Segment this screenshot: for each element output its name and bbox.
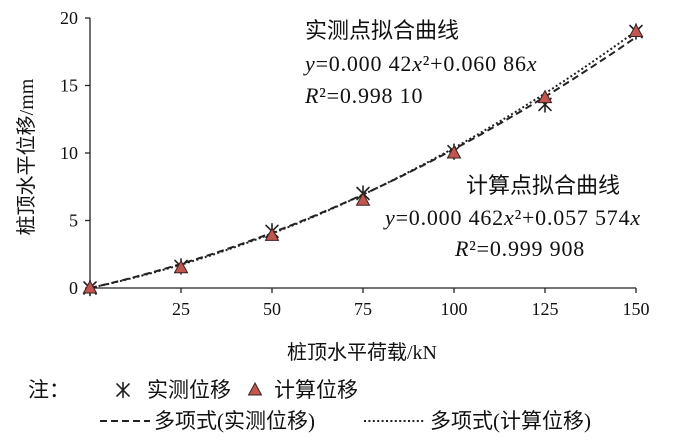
annotation-equation: y=0.000 42x²+0.060 86x [303, 51, 537, 76]
point-triangle [173, 259, 189, 274]
x-tick-label: 25 [172, 299, 190, 319]
math-number: =0.000 42 [316, 51, 413, 76]
y-ticks: 0 5 10 15 20 [60, 8, 90, 298]
annotation-calculated-fit: 计算点拟合曲线 y=0.000 462x²+0.057 574x R²=0.99… [383, 173, 641, 261]
annotation-r-squared: R²=0.998 10 [304, 83, 423, 108]
y-tick-label: 15 [60, 76, 78, 96]
annotation-measured-fit: 实测点拟合曲线 y=0.000 42x²+0.060 86x R²=0.998 … [303, 18, 537, 108]
legend-label-calculated: 计算位移 [274, 378, 358, 402]
legend-label-measured-trendline: 多项式(实测位移) [154, 409, 315, 433]
math-variable: R [304, 83, 319, 108]
legend: 注： 实测位移 计算位移 多项式(实测位移) 多项式(计算位移) [28, 378, 591, 433]
math-number: =0.000 462 [396, 205, 504, 230]
annotation-title: 实测点拟合曲线 [305, 18, 459, 43]
math-number: ²=0.999 908 [469, 236, 585, 261]
point-triangle [628, 23, 644, 37]
x-ticks: 25 50 75 100 125 150 [172, 288, 650, 319]
math-number: ²+0.057 574 [515, 205, 631, 230]
y-axis-title: 桩顶水平位移/mm [15, 78, 38, 235]
annotation-r-squared: R²=0.999 908 [454, 236, 585, 261]
legend-keys [100, 381, 425, 422]
x-tick-label: 125 [532, 299, 559, 319]
math-variable: y [383, 205, 396, 230]
y-tick-label: 20 [60, 8, 78, 28]
math-variable: R [454, 236, 469, 261]
math-variable: x [526, 51, 538, 76]
y-tick-label: 5 [69, 211, 78, 231]
math-number: ²+0.060 86 [423, 51, 527, 76]
x-tick-label: 75 [354, 299, 372, 319]
data-points [82, 23, 644, 297]
math-variable: y [303, 51, 316, 76]
math-variable: x [629, 205, 641, 230]
point-triangle [537, 89, 553, 104]
math-variable: x [411, 51, 423, 76]
math-variable: x [503, 205, 515, 230]
y-tick-label: 10 [60, 143, 78, 163]
legend-note-label: 注： [28, 378, 70, 402]
annotation-title: 计算点拟合曲线 [466, 173, 620, 198]
point-triangle [82, 279, 98, 294]
point-triangle [355, 192, 371, 206]
legend-triangle-marker [247, 381, 263, 396]
point-triangle [264, 227, 280, 241]
legend-label-calculated-trendline: 多项式(计算位移) [430, 409, 591, 433]
math-number: ²=0.998 10 [319, 83, 423, 108]
annotation-equation: y=0.000 462x²+0.057 574x [383, 205, 641, 230]
x-tick-label: 150 [623, 299, 650, 319]
legend-asterisk-marker [116, 381, 130, 399]
x-tick-label: 100 [441, 299, 468, 319]
point-triangle [446, 144, 462, 159]
x-tick-label: 50 [263, 299, 281, 319]
x-axis-title: 桩顶水平荷载/kN [287, 341, 437, 364]
legend-label-measured: 实测位移 [147, 378, 231, 402]
y-tick-label: 0 [69, 278, 78, 298]
